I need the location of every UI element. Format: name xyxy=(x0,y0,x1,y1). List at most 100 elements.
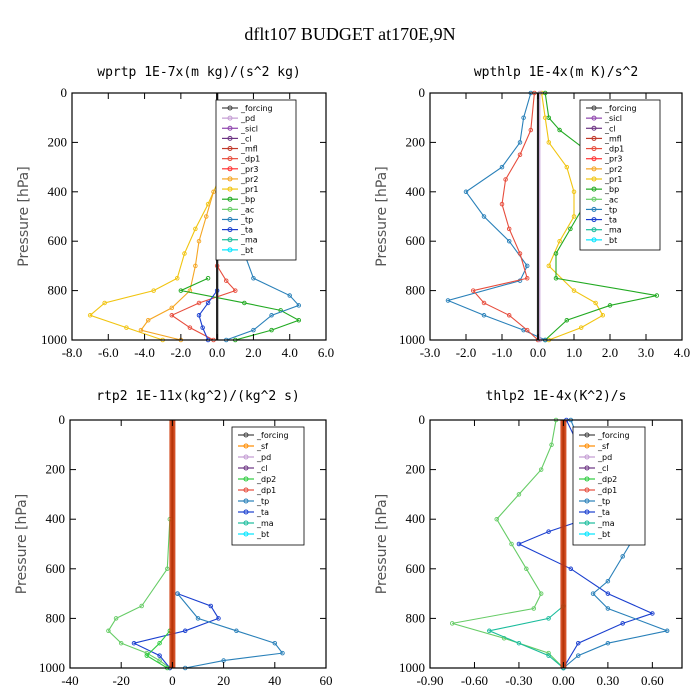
legend-label: _dp1 xyxy=(256,486,276,495)
series-line xyxy=(132,593,220,669)
data-point xyxy=(205,300,211,306)
data-point xyxy=(546,616,551,621)
data-point xyxy=(524,566,529,572)
legend-marker xyxy=(243,465,249,471)
y-tick-label: 1000 xyxy=(41,332,67,347)
data-point xyxy=(205,276,211,281)
data-point xyxy=(193,226,198,232)
y-tick-label: 400 xyxy=(406,511,426,526)
y-tick-label: 200 xyxy=(48,134,68,149)
data-point xyxy=(593,300,598,306)
x-tick-label: 2.0 xyxy=(602,345,618,360)
legend-label: _sf xyxy=(597,442,609,451)
x-tick-label: 0.0 xyxy=(209,345,225,360)
data-point xyxy=(650,611,655,616)
data-point xyxy=(546,140,552,145)
data-point xyxy=(280,650,285,656)
series-line xyxy=(89,179,220,341)
legend-marker xyxy=(227,146,233,152)
legend-marker xyxy=(227,115,233,121)
legend-label: _pr2 xyxy=(604,165,622,174)
data-point xyxy=(605,640,611,646)
legend-marker xyxy=(227,216,233,222)
legend-label: _dp1 xyxy=(597,486,617,495)
data-point xyxy=(506,238,512,244)
legend-marker xyxy=(584,432,590,438)
x-tick-label: 2.0 xyxy=(245,345,261,360)
plot-frame xyxy=(429,419,683,669)
data-point xyxy=(528,127,534,133)
y-tick-label: 600 xyxy=(406,233,426,248)
data-point xyxy=(531,606,537,611)
x-tick-label: 4.0 xyxy=(282,345,298,360)
legend-marker xyxy=(591,135,597,141)
legend-marker xyxy=(243,454,249,460)
legend-marker xyxy=(243,531,249,537)
data-point xyxy=(145,317,151,323)
legend-marker xyxy=(584,498,590,504)
y-axis-label: Pressure [hPa] xyxy=(16,166,32,266)
legend-label: _pr3 xyxy=(604,155,622,164)
data-point xyxy=(118,640,124,646)
data-point xyxy=(138,327,144,333)
legend-marker xyxy=(243,509,249,515)
legend-label: _pd xyxy=(256,453,271,462)
legend-marker xyxy=(591,196,597,202)
legend-label: _pd xyxy=(240,114,255,123)
data-point xyxy=(664,628,670,634)
data-point xyxy=(506,226,512,232)
legend-label: _forcing xyxy=(256,431,289,440)
legend-label: _pd xyxy=(597,453,612,462)
legend-label: _dp1 xyxy=(240,155,260,164)
figure-title: dflt107 BUDGET at170E,9N xyxy=(244,24,455,44)
data-point xyxy=(517,152,523,157)
legend-marker xyxy=(243,432,249,438)
x-tick-label: 40 xyxy=(268,673,281,688)
y-tick-label: 800 xyxy=(48,283,68,298)
data-point xyxy=(182,251,187,256)
data-point xyxy=(546,529,551,534)
plot-frame xyxy=(429,92,683,341)
y-tick-label: 800 xyxy=(46,610,66,625)
legend-label: _pr1 xyxy=(604,175,622,184)
legend-label: _tp xyxy=(256,497,269,506)
legend-marker xyxy=(227,196,233,202)
legend-label: _bp xyxy=(604,185,619,194)
data-point xyxy=(196,300,202,306)
legend-marker xyxy=(227,227,233,233)
x-tick-label: 0 xyxy=(169,673,176,688)
legend-label: _cl xyxy=(604,124,616,133)
panel-wprtp: wprtp 1E-7x(m kg)/(s^2 kg) Pressure [hPa]… xyxy=(16,65,334,360)
legend-marker xyxy=(591,206,597,212)
data-point xyxy=(196,238,202,244)
legend-label: _mfl xyxy=(240,145,258,154)
series-line xyxy=(198,290,218,341)
legend-marker xyxy=(243,487,249,493)
data-point xyxy=(546,115,552,120)
x-tick-label: -6.0 xyxy=(98,345,119,360)
x-tick-label: -2.0 xyxy=(171,345,192,360)
data-point xyxy=(571,288,577,293)
x-tick-label: -0.30 xyxy=(505,673,532,688)
y-tick-label: 0 xyxy=(419,412,426,427)
panel-rtp2: rtp2 1E-11x(kg^2)/(kg^2 s) Pressure [hPa]… xyxy=(14,389,333,688)
data-point xyxy=(169,313,175,318)
data-point xyxy=(571,214,577,219)
legend-label: _dp1 xyxy=(604,145,624,154)
data-point xyxy=(546,263,552,269)
x-tick-label: 6.0 xyxy=(318,345,334,360)
legend-label: _ma xyxy=(256,519,274,528)
data-point xyxy=(233,288,238,293)
y-tick-label: 600 xyxy=(406,561,426,576)
data-point xyxy=(516,541,522,547)
data-point xyxy=(481,300,487,306)
legend-marker xyxy=(243,476,249,482)
data-point xyxy=(242,300,247,306)
data-point xyxy=(481,214,487,219)
legend-marker xyxy=(591,156,597,162)
data-point xyxy=(144,653,150,658)
data-point xyxy=(620,621,625,626)
legend-marker xyxy=(591,146,597,152)
data-point xyxy=(151,288,156,293)
data-point xyxy=(200,325,205,330)
